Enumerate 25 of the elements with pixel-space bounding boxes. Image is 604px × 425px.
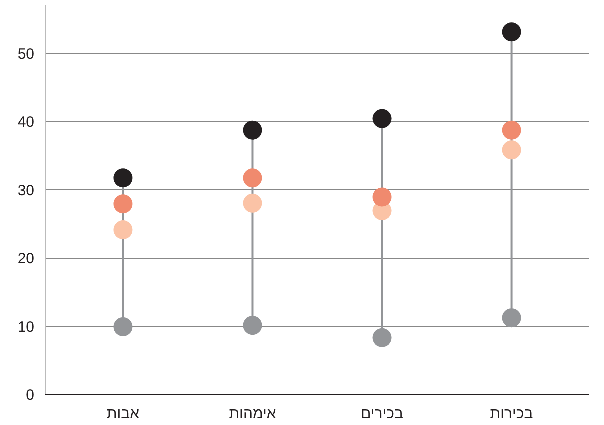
x-tick-label: בכירים <box>361 406 404 422</box>
point <box>114 317 133 336</box>
y-tick-label: 50 <box>18 46 35 63</box>
point <box>114 168 133 188</box>
point <box>372 109 392 128</box>
point <box>243 316 262 336</box>
x-tick-label: בכירות <box>490 406 534 422</box>
point <box>372 188 392 207</box>
point <box>114 194 133 214</box>
point <box>502 140 522 160</box>
point <box>372 328 392 348</box>
point <box>502 120 522 140</box>
y-tick-label: 40 <box>18 114 35 132</box>
point <box>243 120 262 140</box>
x-tick-label: אבות <box>106 406 140 422</box>
point <box>502 22 522 42</box>
point <box>243 194 262 213</box>
y-tick-label: 10 <box>18 318 35 336</box>
point <box>243 168 262 188</box>
x-tick-label: אימהות <box>229 406 277 422</box>
point <box>502 308 522 328</box>
y-tick-label: 0 <box>26 387 34 404</box>
y-tick-label: 30 <box>18 182 35 200</box>
point <box>114 220 133 240</box>
y-tick-label: 20 <box>18 250 35 268</box>
